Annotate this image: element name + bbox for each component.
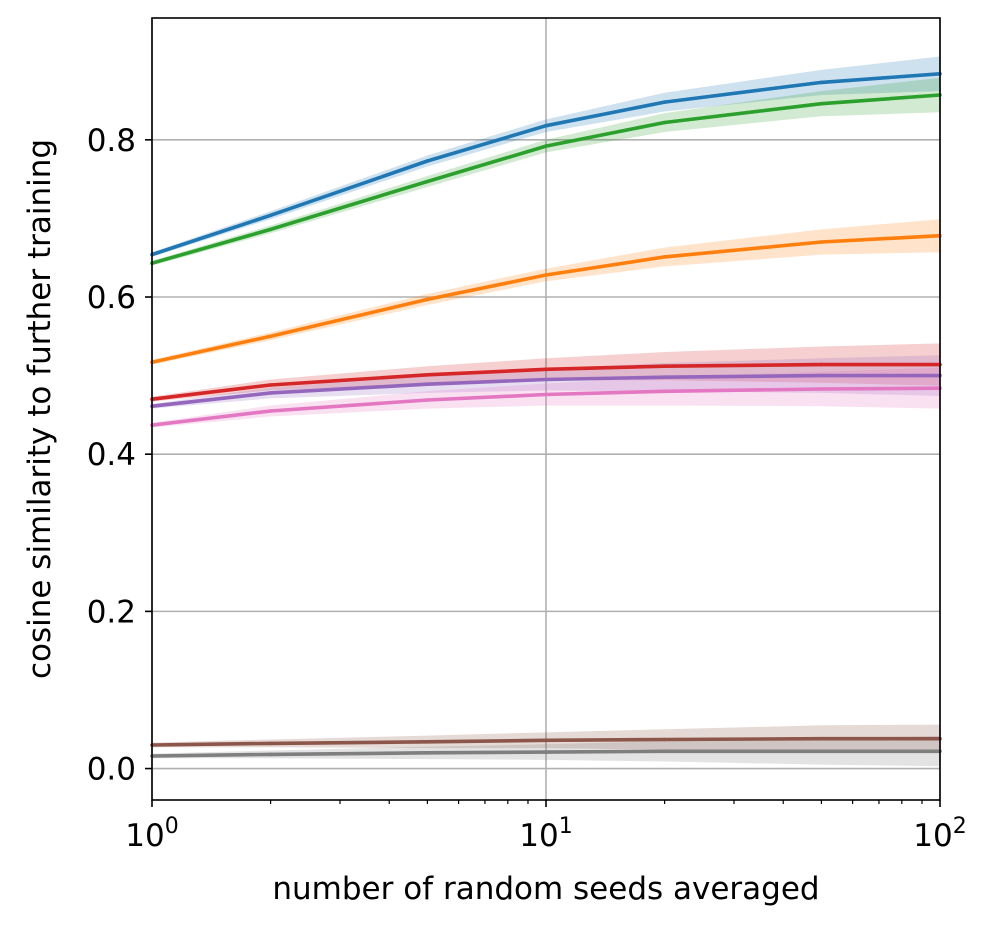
y-tick-label: 0.6 — [87, 280, 136, 316]
point-red — [819, 362, 824, 367]
point-red — [425, 373, 430, 377]
y-tick-label: 0.2 — [87, 594, 136, 630]
band-pink — [152, 367, 940, 428]
point-gray — [544, 750, 548, 754]
point-blue — [662, 100, 667, 104]
point-blue — [268, 213, 273, 218]
point-green — [268, 227, 273, 232]
point-gray — [425, 751, 430, 755]
axis-ticks — [145, 139, 941, 807]
band-purple — [152, 355, 940, 409]
point-purple — [425, 382, 430, 387]
point-pink — [662, 389, 667, 394]
point-gray — [662, 749, 667, 754]
point-pink — [268, 409, 273, 413]
tick-labels: 0.0 0.2 0.4 0.6 0.8 100 101 102 — [87, 123, 967, 854]
point-pink — [819, 387, 824, 391]
point-orange — [662, 255, 667, 259]
point-orange — [268, 334, 273, 339]
y-axis-label: cosine similarity to further training — [22, 139, 58, 679]
point-orange — [544, 273, 548, 277]
point-purple — [819, 373, 824, 378]
point-blue — [425, 159, 430, 163]
band-orange — [152, 219, 940, 365]
y-tick-label: 0.0 — [87, 752, 136, 788]
band-green — [152, 77, 940, 266]
y-tick-label: 0.4 — [87, 437, 136, 473]
point-green — [662, 120, 667, 125]
point-green — [425, 179, 430, 184]
point-purple — [268, 391, 273, 395]
point-purple — [544, 377, 548, 382]
x-tick-label: 100 — [125, 814, 178, 854]
point-red — [662, 364, 667, 369]
y-tick-label: 0.8 — [87, 123, 136, 159]
point-brown — [425, 740, 430, 744]
point-orange — [425, 297, 430, 302]
band-blue — [152, 56, 940, 257]
series-lines — [150, 72, 942, 758]
point-gray — [268, 752, 273, 757]
x-tick-label: 102 — [913, 814, 966, 854]
point-pink — [544, 392, 548, 397]
point-brown — [662, 737, 667, 742]
point-orange — [819, 240, 824, 244]
point-green — [819, 101, 824, 106]
point-blue — [819, 80, 824, 85]
point-purple — [662, 375, 667, 380]
point-red — [544, 367, 548, 372]
point-brown — [819, 736, 824, 741]
point-red — [268, 383, 273, 387]
point-gray — [819, 749, 824, 754]
point-brown — [268, 741, 273, 746]
point-pink — [425, 398, 430, 402]
x-tick-label: 101 — [519, 814, 572, 854]
point-blue — [544, 123, 548, 128]
x-axis-label: number of random seeds averaged — [272, 871, 819, 907]
point-brown — [544, 738, 548, 743]
point-green — [544, 144, 548, 148]
